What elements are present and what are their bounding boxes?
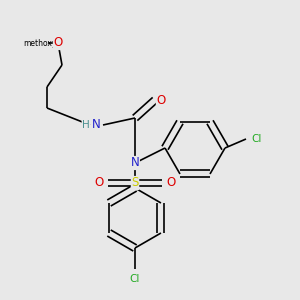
Text: O: O (156, 94, 166, 106)
Text: H: H (82, 120, 90, 130)
Text: Cl: Cl (130, 274, 140, 284)
Text: N: N (92, 118, 100, 131)
Text: O: O (53, 37, 63, 50)
Text: methoxy: methoxy (23, 38, 57, 47)
Text: O: O (166, 176, 175, 190)
Text: N: N (130, 157, 140, 169)
Text: O: O (95, 176, 104, 190)
Text: S: S (131, 176, 139, 190)
Text: Cl: Cl (251, 134, 261, 144)
